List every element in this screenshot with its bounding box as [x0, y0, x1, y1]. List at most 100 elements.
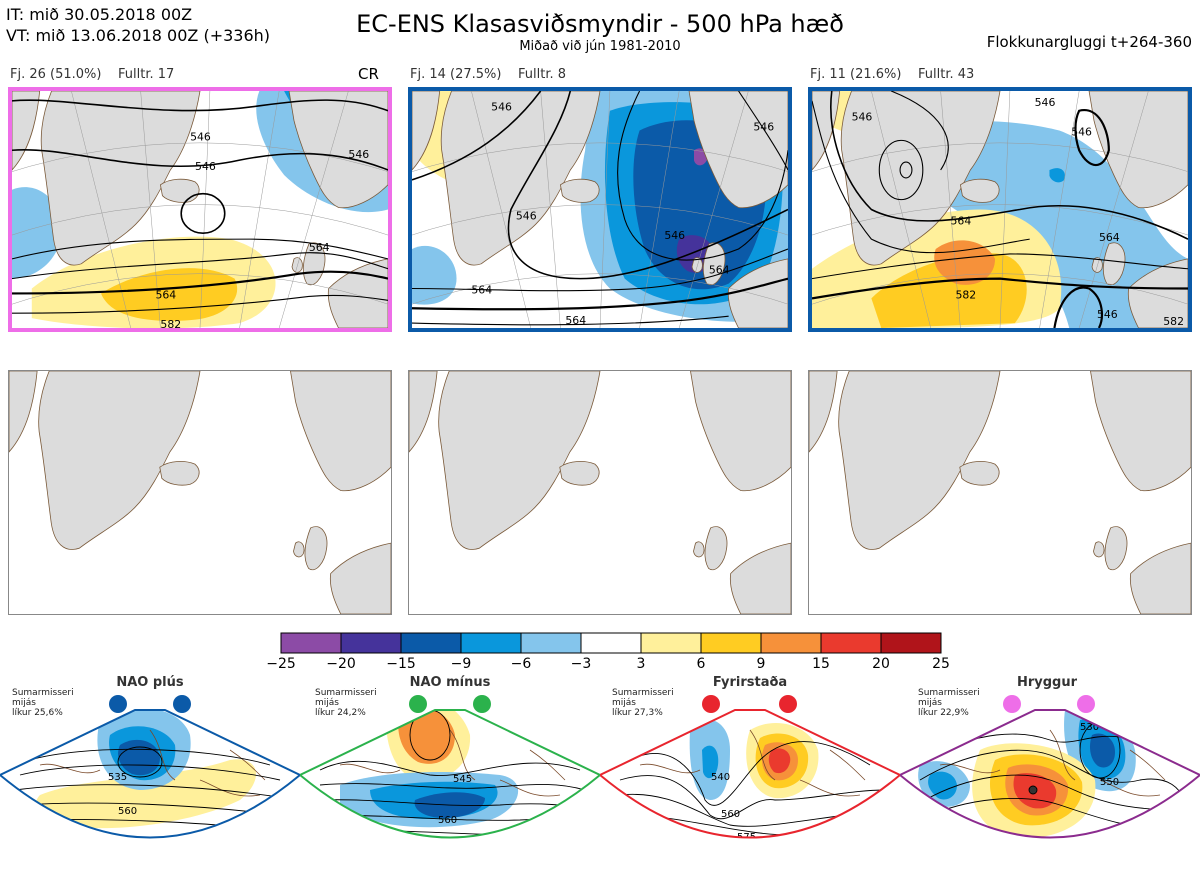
contour-label: 535 — [108, 772, 127, 783]
cluster-window: Flokkunargluggi t+264-360 — [986, 33, 1192, 51]
colorbar-tick-label: −25 — [266, 656, 296, 672]
colorbar-cell — [760, 632, 822, 654]
contour-label: 560 — [438, 815, 457, 826]
regime-marker — [473, 695, 491, 713]
colorbar-cell — [580, 632, 642, 654]
regime-note-line: Sumarmisseri — [315, 688, 377, 698]
regime-1-title: NAO plús — [116, 675, 184, 690]
empty-map-3 — [808, 370, 1192, 615]
regime-1-map: 535 560 — [0, 695, 300, 839]
contour-label: 546 — [1071, 125, 1092, 138]
colorbar-tick-label: −3 — [570, 656, 592, 672]
regime-note-line: líkur 24,2% — [315, 708, 366, 718]
valid-time: VT: mið 13.06.2018 00Z (+336h) — [6, 26, 271, 45]
regime-marker — [409, 695, 427, 713]
cluster-2-size: Fj. 14 (27.5%) — [410, 67, 502, 82]
contour-label: 582 — [160, 318, 181, 328]
regime-note-line: líkur 22,9% — [918, 708, 969, 718]
contour-label: 575 — [1096, 838, 1115, 849]
cluster-1-member: Fulltr. 17 — [118, 67, 175, 82]
regime-marker — [779, 695, 797, 713]
colorbar-cell — [820, 632, 882, 654]
colorbar-tick-label: 25 — [932, 656, 950, 672]
contour-label: 564 — [1099, 231, 1120, 244]
contour-label: 546 — [195, 160, 216, 173]
contour-label: 530 — [1080, 722, 1099, 733]
contour-label: 546 — [852, 111, 873, 124]
regime-4-note: Sumarmisseri mijás líkur 22,9% — [918, 688, 980, 718]
contour-label: 575 — [737, 832, 756, 843]
init-time: IT: mið 30.05.2018 00Z — [6, 5, 193, 24]
cluster-2-label: Fj. 14 (27.5%) Fulltr. 8 — [410, 67, 566, 82]
cluster-3-size: Fj. 11 (21.6%) — [810, 67, 902, 82]
colorbar-tick-label: −9 — [450, 656, 472, 672]
contour-label: 546 — [1035, 96, 1056, 109]
colorbar-cell — [880, 632, 942, 654]
contour-label: 546 — [664, 229, 685, 242]
contour-label: 582 — [955, 288, 976, 301]
contour-label: 564 — [471, 283, 492, 296]
contour-label: 560 — [721, 809, 740, 820]
contour-label: 546 — [1097, 308, 1118, 321]
contour-label: 546 — [491, 101, 512, 114]
control-run-tag: CR — [358, 65, 379, 83]
header-left: IT: mið 30.05.2018 00Z VT: mið 13.06.201… — [6, 4, 270, 46]
contour-label: 550 — [1100, 777, 1119, 788]
regime-note-line: mijás — [918, 698, 942, 708]
cluster-1-label: Fj. 26 (51.0%) Fulltr. 17 — [10, 67, 174, 82]
regime-3-map: 540 560 575 — [600, 695, 900, 843]
page-title: EC-ENS Klasasviðsmyndir - 500 hPa hæð — [356, 10, 844, 38]
regime-note-line: Sumarmisseri — [12, 688, 74, 698]
colorbar-cell — [460, 632, 522, 654]
colorbar-tick-label: 6 — [696, 656, 706, 672]
cluster-3-label: Fj. 11 (21.6%) Fulltr. 43 — [810, 67, 974, 82]
contour-label: 564 — [565, 314, 586, 327]
contour-label: 546 — [753, 121, 774, 134]
cluster-3-map: 546 546 546 564 564 582 546 582 — [808, 87, 1192, 332]
colorbar-cell — [340, 632, 402, 654]
colorbar-tick-label: 3 — [636, 656, 646, 672]
colorbar-cell — [700, 632, 762, 654]
regime-note-line: líkur 27,3% — [612, 708, 663, 718]
regime-note-line: Sumarmisseri — [918, 688, 980, 698]
height-contours — [812, 91, 1188, 328]
cluster-2-map: 546 546 546 546 564 564 564 — [408, 87, 792, 332]
regime-note-line: mijás — [12, 698, 36, 708]
colorbar-tick-label: 20 — [872, 656, 890, 672]
contour-label: 575 — [448, 850, 467, 861]
colorbar-tick-label: −20 — [326, 656, 356, 672]
contour-label: 540 — [711, 772, 730, 783]
anomaly-colorbar — [280, 632, 942, 654]
contour-label: 560 — [118, 806, 137, 817]
contour-label: 564 — [155, 288, 176, 301]
regime-4-title: Hryggur — [1016, 675, 1078, 690]
regime-4-map: 530 550 575 — [900, 695, 1200, 849]
regime-1-note: Sumarmisseri mijás líkur 25,6% — [12, 688, 74, 718]
regime-marker — [1003, 695, 1021, 713]
cluster-3-member: Fulltr. 43 — [918, 67, 975, 82]
colorbar-tick-label: 15 — [812, 656, 830, 672]
colorbar-cell — [640, 632, 702, 654]
height-contours — [412, 91, 788, 326]
colorbar-tick-label: −15 — [386, 656, 416, 672]
empty-map-2 — [408, 370, 792, 615]
contour-label: 546 — [190, 130, 211, 143]
regime-note-line: líkur 25,6% — [12, 708, 63, 718]
regime-marker — [109, 695, 127, 713]
regime-note-line: mijás — [612, 698, 636, 708]
cluster-2-member: Fulltr. 8 — [518, 67, 567, 82]
contour-label: 546 — [348, 148, 369, 161]
regime-note-line: mijás — [315, 698, 339, 708]
regime-marker — [173, 695, 191, 713]
height-contours — [12, 99, 388, 314]
regime-3-title: Fyrirstaða — [712, 675, 788, 690]
regime-2-map: 545 560 575 — [300, 695, 600, 861]
regime-3-note: Sumarmisseri mijás líkur 27,3% — [612, 688, 674, 718]
contour-label: 546 — [516, 209, 537, 222]
regime-marker — [1077, 695, 1095, 713]
colorbar-cell — [520, 632, 582, 654]
regime-2-title: NAO mínus — [409, 675, 491, 690]
contour-label: 545 — [453, 774, 472, 785]
colorbar-cell — [280, 632, 342, 654]
contour-label: 564 — [951, 214, 972, 227]
